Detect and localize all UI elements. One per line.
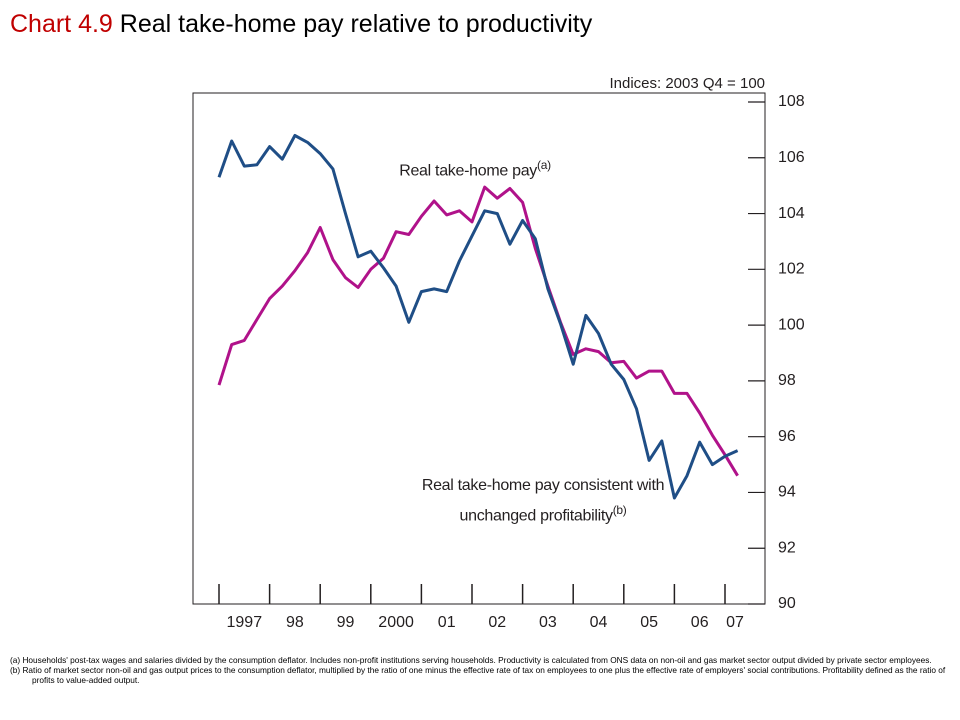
footnotes: (a) Households' post-tax wages and salar… xyxy=(10,655,950,685)
footnote: (b) Ratio of market sector non-oil and g… xyxy=(10,665,946,685)
y-tick-label: 98 xyxy=(778,372,796,389)
x-tick-label: 98 xyxy=(286,614,304,631)
annotation: Real take-home pay consistent with uncha… xyxy=(418,474,668,528)
y-tick-label: 108 xyxy=(778,93,805,110)
footnote: (a) Households' post-tax wages and salar… xyxy=(10,655,932,665)
series-label: Real take-home pay consistent with uncha… xyxy=(421,477,665,525)
x-tick-label: 05 xyxy=(640,614,658,631)
y-tick-label: 102 xyxy=(778,261,805,278)
x-tick-label: 03 xyxy=(539,614,557,631)
x-tick-label: 2000 xyxy=(378,614,414,631)
note-marker: (b) xyxy=(612,503,627,517)
x-tick-label: 01 xyxy=(438,614,456,631)
y-tick-label: 92 xyxy=(778,539,796,556)
y-tick-label: 90 xyxy=(778,595,796,612)
x-tick-label: 02 xyxy=(488,614,506,631)
y-tick-label: 104 xyxy=(778,205,805,222)
y-tick-label: 94 xyxy=(778,484,796,501)
series-line xyxy=(217,185,739,477)
x-tick-label: 06 xyxy=(691,614,709,631)
unit-label: Indices: 2003 Q4 = 100 xyxy=(609,75,765,92)
x-tick-label: 07 xyxy=(726,614,744,631)
plot-frame xyxy=(192,92,766,605)
y-tick-label: 106 xyxy=(778,149,805,166)
y-tick-label: 100 xyxy=(778,316,805,333)
x-tick-label: 99 xyxy=(337,614,355,631)
series-line xyxy=(217,134,739,500)
title-block: Chart 4.9 Real take-home pay relative to… xyxy=(10,10,592,39)
y-tick-label: 96 xyxy=(778,428,796,445)
x-tick-label: 04 xyxy=(590,614,608,631)
annotation: Real take-home pay(a) xyxy=(375,158,575,180)
note-marker: (a) xyxy=(537,158,551,172)
x-tick-label: 1997 xyxy=(227,614,263,631)
chart-label: Chart 4.9 xyxy=(10,10,113,38)
series-label: Real take-home pay xyxy=(399,162,537,180)
chart-title: Real take-home pay relative to productiv… xyxy=(119,10,593,38)
